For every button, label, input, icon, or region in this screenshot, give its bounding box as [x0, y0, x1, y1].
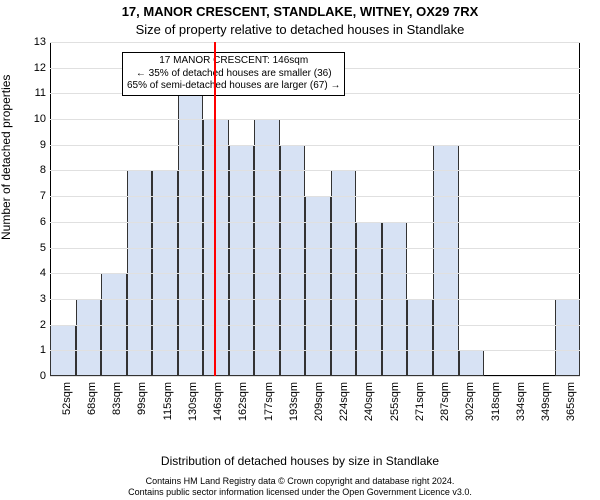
x-tick-label: 193sqm — [288, 382, 300, 421]
annotation-box: 17 MANOR CRESCENT: 146sqm ← 35% of detac… — [122, 52, 345, 96]
plot-area: 01234567891011121352sqm68sqm83sqm99sqm11… — [50, 42, 580, 376]
x-tick-label: 255sqm — [389, 382, 401, 421]
histogram-bar — [305, 196, 331, 376]
gridline-h — [50, 170, 580, 171]
gridline-h — [50, 145, 580, 146]
footer-line: Contains HM Land Registry data © Crown c… — [0, 476, 600, 487]
y-tick-label: 0 — [40, 370, 50, 382]
histogram-bar — [433, 145, 459, 376]
gridline-h — [50, 119, 580, 120]
y-axis-label: Number of detached properties — [0, 75, 13, 240]
histogram-bar — [555, 299, 581, 376]
x-tick-label: 209sqm — [313, 382, 325, 421]
gridline-h — [50, 350, 580, 351]
x-tick-label: 99sqm — [136, 382, 148, 415]
y-tick-label: 12 — [34, 62, 50, 74]
gridline-h — [50, 196, 580, 197]
gridline-h — [50, 248, 580, 249]
x-tick-label: 162sqm — [237, 382, 249, 421]
gridline-h — [50, 325, 580, 326]
y-tick-label: 9 — [40, 139, 50, 151]
y-tick-label: 6 — [40, 216, 50, 228]
histogram-bar — [229, 145, 255, 376]
y-tick-label: 10 — [34, 113, 50, 125]
chart-title-line2: Size of property relative to detached ho… — [0, 22, 600, 37]
chart-container: 17, MANOR CRESCENT, STANDLAKE, WITNEY, O… — [0, 0, 600, 500]
chart-title-line1: 17, MANOR CRESCENT, STANDLAKE, WITNEY, O… — [0, 4, 600, 19]
x-tick-label: 68sqm — [86, 382, 98, 415]
x-tick-label: 52sqm — [61, 382, 73, 415]
y-tick-label: 2 — [40, 319, 50, 331]
x-tick-label: 302sqm — [464, 382, 476, 421]
gridline-h — [50, 299, 580, 300]
y-tick-label: 5 — [40, 242, 50, 254]
x-tick-label: 349sqm — [540, 382, 552, 421]
x-tick-label: 115sqm — [162, 382, 174, 420]
y-tick-label: 3 — [40, 293, 50, 305]
annotation-line: 65% of semi-detached houses are larger (… — [127, 80, 340, 93]
x-tick-label: 334sqm — [515, 382, 527, 421]
y-tick-label: 13 — [34, 36, 50, 48]
annotation-line: ← 35% of detached houses are smaller (36… — [127, 68, 340, 81]
x-tick-label: 318sqm — [490, 382, 502, 421]
histogram-bar — [459, 350, 485, 376]
gridline-h — [50, 273, 580, 274]
gridline-h — [50, 222, 580, 223]
x-tick-label: 365sqm — [565, 382, 577, 421]
x-axis-label: Distribution of detached houses by size … — [0, 454, 600, 468]
x-tick-label: 271sqm — [414, 382, 426, 421]
x-tick-label: 130sqm — [187, 382, 199, 421]
y-tick-label: 1 — [40, 344, 50, 356]
histogram-bar — [76, 299, 102, 376]
x-tick-label: 287sqm — [439, 382, 451, 421]
histogram-bar — [178, 93, 204, 376]
x-tick-label: 240sqm — [363, 382, 375, 421]
footer-text: Contains HM Land Registry data © Crown c… — [0, 476, 600, 498]
y-tick-label: 4 — [40, 267, 50, 279]
y-tick-label: 7 — [40, 190, 50, 202]
histogram-bar — [280, 145, 306, 376]
reference-line — [214, 42, 216, 376]
gridline-h — [50, 42, 580, 43]
histogram-bar — [407, 299, 433, 376]
y-tick-label: 11 — [35, 87, 50, 99]
gridline-h — [50, 376, 580, 377]
x-tick-label: 177sqm — [263, 382, 275, 421]
x-tick-label: 224sqm — [338, 382, 350, 421]
y-tick-label: 8 — [40, 164, 50, 176]
x-tick-label: 146sqm — [212, 382, 224, 421]
annotation-line: 17 MANOR CRESCENT: 146sqm — [127, 55, 340, 68]
x-tick-label: 83sqm — [111, 382, 123, 415]
footer-line: Contains public sector information licen… — [0, 487, 600, 498]
